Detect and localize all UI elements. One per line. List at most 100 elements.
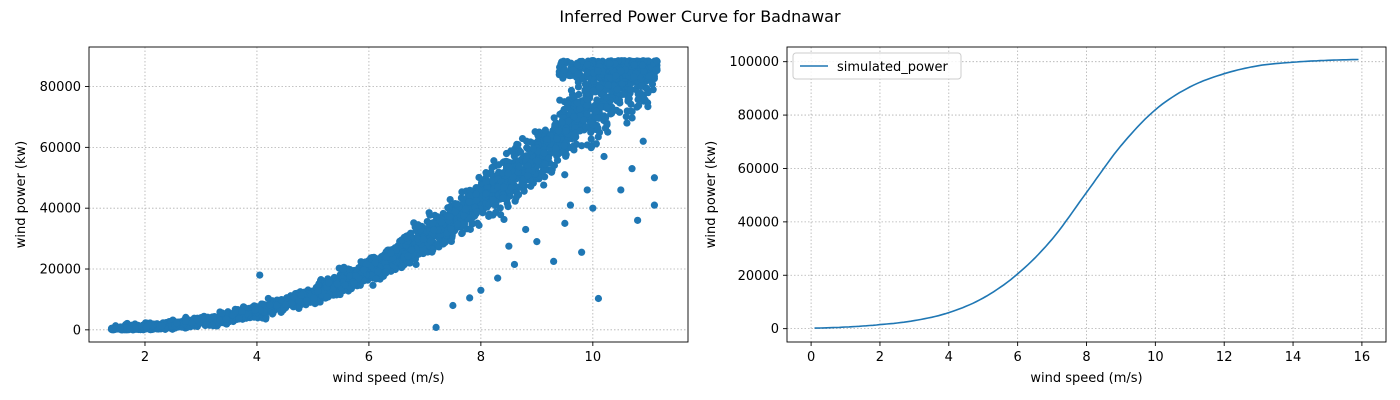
x-tick-label: 4 xyxy=(253,350,261,365)
scatter-point xyxy=(570,142,578,150)
scatter-point xyxy=(596,83,604,92)
scatter-point xyxy=(446,213,454,221)
scatter-point xyxy=(564,117,573,125)
scatter-point xyxy=(592,140,600,148)
scatter-point xyxy=(459,220,467,228)
scatter-point xyxy=(131,324,139,333)
scatter-point xyxy=(580,116,588,124)
x-axis-label: wind speed (m/s) xyxy=(1030,371,1142,386)
scatter-point xyxy=(473,219,482,227)
scatter-point xyxy=(238,308,246,316)
y-tick-label: 20000 xyxy=(738,269,779,284)
scatter-point xyxy=(235,315,243,323)
scatter-point xyxy=(451,208,460,216)
scatter-point xyxy=(563,104,571,112)
scatter-point xyxy=(447,225,455,233)
x-axis-label: wind speed (m/s) xyxy=(332,371,444,386)
scatter-point xyxy=(573,61,581,69)
scatter-point xyxy=(504,203,512,211)
scatter-point xyxy=(222,315,231,323)
legend-box xyxy=(792,52,962,80)
scatter-point xyxy=(623,119,631,127)
scatter-point xyxy=(251,306,259,314)
scatter-point xyxy=(489,196,497,204)
y-tick-label: 80000 xyxy=(738,109,779,124)
scatter-point xyxy=(652,57,661,65)
scatter-point xyxy=(560,142,569,150)
scatter-point xyxy=(482,189,490,198)
scatter-point xyxy=(512,194,520,202)
scatter-point xyxy=(562,152,570,160)
scatter-outlier xyxy=(432,323,440,332)
scatter-point xyxy=(561,171,569,179)
scatter-point xyxy=(650,72,659,81)
scatter-point xyxy=(482,178,490,186)
scatter-point xyxy=(603,121,611,129)
power-curve-panel: simulated_power 0 2 4 6 8 10 12 14 16 0 20000 40000 6… xyxy=(704,46,1387,386)
scatter-outlier xyxy=(639,137,647,145)
scatter-point xyxy=(570,93,579,101)
legend: simulated_power xyxy=(792,52,962,80)
scatter-point xyxy=(583,110,591,118)
x-tick-label: 6 xyxy=(1014,350,1022,365)
scatter-point xyxy=(509,173,517,181)
scatter-point xyxy=(466,186,474,194)
x-tick-label: 8 xyxy=(1082,350,1090,365)
scatter-point xyxy=(491,202,499,210)
scatter-point xyxy=(310,294,318,302)
scatter-point xyxy=(523,172,532,180)
scatter-point xyxy=(601,114,610,122)
scatter-point xyxy=(504,169,512,177)
scatter-point xyxy=(541,160,549,168)
scatter-point xyxy=(597,103,605,111)
scatter-point xyxy=(531,128,539,136)
scatter-point xyxy=(505,163,513,171)
scatter-outlier xyxy=(583,186,591,194)
scatter-point xyxy=(216,316,224,325)
scatter-point xyxy=(453,220,462,228)
scatter-point xyxy=(540,181,548,189)
scatter-outlier xyxy=(628,165,636,173)
scatter-point xyxy=(374,267,382,276)
scatter-point xyxy=(541,126,549,134)
scatter-point xyxy=(554,127,563,135)
scatter-point xyxy=(333,280,341,288)
scatter-point xyxy=(465,198,473,206)
scatter-outlier xyxy=(494,274,502,282)
scatter-point xyxy=(281,300,290,309)
scatter-point xyxy=(258,300,266,308)
scatter-point xyxy=(497,211,505,219)
scatter-point xyxy=(441,238,449,246)
scatter-point xyxy=(341,281,349,289)
scatter-outlier xyxy=(600,152,608,161)
scatter-point xyxy=(499,194,507,202)
scatter-point xyxy=(109,325,117,333)
scatter-point xyxy=(488,177,496,185)
scatter-point xyxy=(570,112,578,121)
scatter-outlier xyxy=(589,204,597,212)
scatter-point xyxy=(466,225,474,233)
figure-title: Inferred Power Curve for Badnawar xyxy=(559,7,841,26)
scatter-point xyxy=(606,59,614,68)
y-tick-label: 0 xyxy=(73,323,81,338)
scatter-point xyxy=(369,281,377,289)
scatter-outlier xyxy=(578,248,586,256)
scatter-point xyxy=(540,149,548,157)
scatter-outlier xyxy=(256,271,264,279)
x-tick-label: 4 xyxy=(945,350,953,365)
scatter-point xyxy=(414,235,422,243)
scatter-point xyxy=(550,161,559,169)
scatter-point xyxy=(461,205,470,213)
y-tick-label: 20000 xyxy=(40,263,81,278)
scatter-point xyxy=(627,100,635,108)
scatter-point xyxy=(613,85,621,94)
scatter-point xyxy=(314,281,322,289)
scatter-point xyxy=(593,96,601,104)
scatter-point xyxy=(507,184,515,192)
scatter-point xyxy=(534,157,542,165)
scatter-point xyxy=(232,307,240,315)
scatter-point xyxy=(425,209,433,217)
plot-area xyxy=(107,57,661,334)
scatter-point xyxy=(350,279,358,288)
